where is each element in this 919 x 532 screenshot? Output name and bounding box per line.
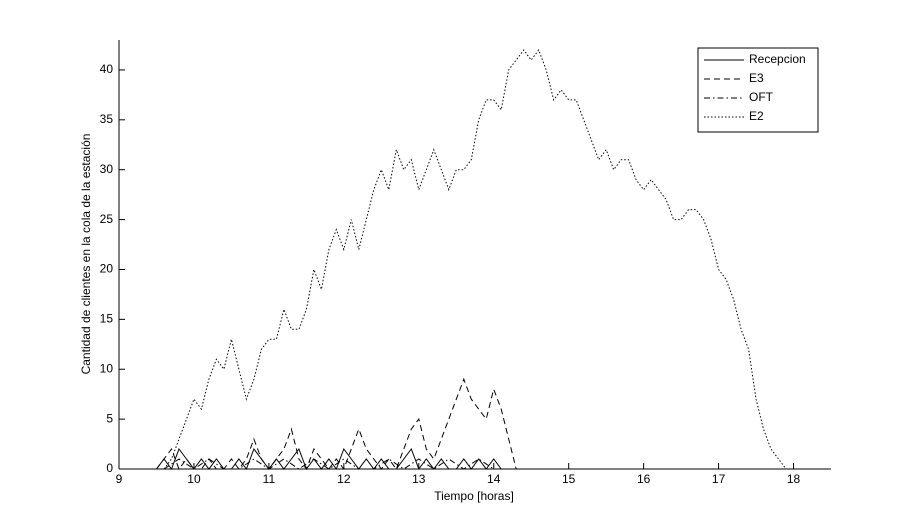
y-tick-label: 15 bbox=[100, 312, 114, 326]
y-tick-label: 10 bbox=[100, 361, 114, 375]
series-line bbox=[156, 447, 502, 471]
legend-label: OFT bbox=[749, 90, 774, 104]
x-tick-label: 12 bbox=[337, 472, 351, 486]
y-tick-label: 0 bbox=[106, 461, 113, 475]
series-line bbox=[163, 48, 787, 470]
y-tick-label: 5 bbox=[106, 411, 113, 425]
x-tick-label: 9 bbox=[116, 472, 123, 486]
legend-label: Recepcion bbox=[749, 52, 806, 66]
y-tick-label: 25 bbox=[100, 212, 114, 226]
x-tick-label: 17 bbox=[712, 472, 726, 486]
y-tick-label: 35 bbox=[100, 112, 114, 126]
legend-box bbox=[697, 47, 819, 133]
x-tick-label: 11 bbox=[263, 472, 276, 486]
x-tick-label: 16 bbox=[637, 472, 651, 486]
y-tick-label: 20 bbox=[100, 262, 114, 276]
x-tick-label: 10 bbox=[187, 472, 201, 486]
x-tick-label: 14 bbox=[487, 472, 501, 486]
y-tick-label: 40 bbox=[100, 62, 114, 76]
x-tick-label: 13 bbox=[412, 472, 426, 486]
series-line bbox=[163, 458, 494, 470]
x-tick-label: 15 bbox=[562, 472, 576, 486]
legend-label: E2 bbox=[749, 109, 764, 123]
x-axis-label: Tiempo [horas] bbox=[434, 489, 514, 503]
series-line bbox=[156, 377, 517, 471]
y-axis-label: Cantidad de clientes en la cola de la es… bbox=[79, 134, 93, 375]
x-tick-label: 18 bbox=[787, 472, 801, 486]
legend-label: E3 bbox=[749, 71, 764, 85]
y-tick-label: 30 bbox=[100, 162, 114, 176]
